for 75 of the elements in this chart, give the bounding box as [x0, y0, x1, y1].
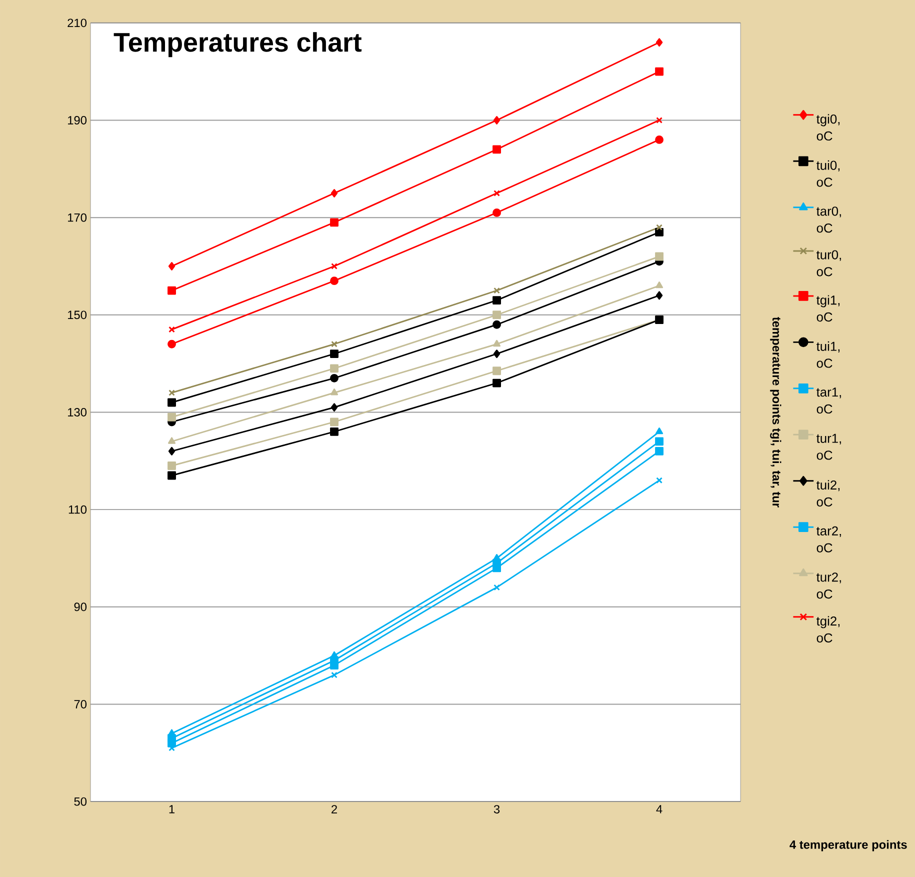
point	[168, 286, 176, 295]
point	[331, 262, 338, 270]
point	[330, 660, 338, 670]
point	[656, 427, 664, 434]
point	[494, 190, 500, 196]
point	[492, 296, 501, 304]
point	[168, 437, 176, 444]
point	[330, 188, 338, 198]
legend-label: tur1, oC	[816, 434, 841, 460]
point	[493, 340, 501, 346]
y-axis-title: temperature points tgi, tui, tar, tur	[770, 316, 782, 508]
point	[168, 461, 176, 470]
point	[656, 281, 664, 288]
x-axis-title: 4 temperature points	[790, 840, 907, 852]
legend-label: tur2, oC	[816, 572, 841, 598]
legend-label: tui0, oC	[816, 160, 840, 187]
point	[168, 340, 176, 348]
point	[656, 38, 663, 46]
point	[494, 287, 500, 294]
y-tick-label: 130	[68, 408, 87, 416]
y-tick-label: 150	[68, 310, 87, 319]
point	[330, 388, 338, 396]
point	[655, 437, 664, 446]
y-tick-label: 210	[68, 18, 87, 27]
legend-label: tui1, oC	[816, 341, 840, 368]
point	[330, 349, 338, 358]
point	[168, 412, 176, 422]
point	[656, 291, 663, 300]
legend-label: tar1, oC	[816, 388, 841, 414]
point	[330, 418, 338, 426]
point	[168, 446, 176, 456]
point	[168, 738, 176, 748]
point	[492, 320, 501, 329]
point	[493, 116, 500, 124]
legend-label: tgi1, oC	[816, 295, 840, 322]
legend-label: tgi0, oC	[816, 114, 840, 140]
point	[655, 252, 664, 261]
point	[493, 349, 500, 358]
legend-label: tur0, oC	[816, 250, 841, 276]
y-tick-label: 190	[68, 116, 87, 124]
chart-title: Temperatures chart	[114, 32, 362, 57]
point	[494, 584, 500, 590]
point	[492, 366, 501, 375]
y-tick-label: 70	[74, 700, 87, 708]
point	[330, 218, 338, 227]
x-tick-label: 2	[332, 804, 337, 814]
point	[331, 340, 338, 348]
point	[168, 398, 176, 407]
x-tick-label: 1	[169, 804, 174, 814]
legend-label: tar0, oC	[816, 206, 841, 233]
point	[655, 446, 664, 456]
y-tick-label: 50	[74, 797, 87, 806]
legend-label: tar2, oC	[816, 526, 841, 552]
y-tick-label: 90	[74, 602, 87, 611]
point	[492, 378, 501, 388]
point	[330, 427, 338, 436]
legend-label: tgi2, oC	[816, 616, 840, 642]
x-tick-label: 4	[656, 804, 662, 814]
point	[655, 135, 664, 144]
point	[330, 364, 338, 372]
point	[330, 402, 338, 412]
point	[330, 374, 338, 382]
point	[330, 276, 338, 285]
point	[492, 208, 501, 217]
point	[492, 564, 501, 572]
point	[331, 672, 338, 678]
y-tick-label: 110	[68, 505, 87, 514]
point	[168, 262, 176, 270]
point	[492, 310, 501, 319]
legend-label: tui2, oC	[816, 480, 840, 506]
point	[655, 67, 664, 76]
y-tick-label: 170	[68, 213, 87, 222]
point	[168, 471, 176, 480]
x-tick-label: 3	[494, 804, 500, 814]
point	[492, 145, 501, 154]
